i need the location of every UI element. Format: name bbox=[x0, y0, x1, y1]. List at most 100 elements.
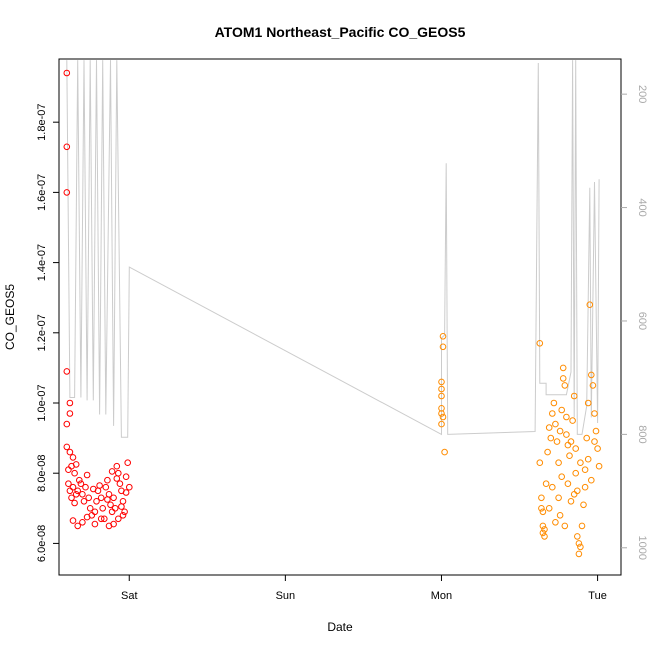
data-point bbox=[572, 469, 580, 477]
data-point bbox=[594, 445, 601, 452]
data-point bbox=[577, 459, 584, 467]
data-point bbox=[564, 441, 572, 449]
data-point bbox=[65, 466, 72, 474]
data-point bbox=[82, 483, 89, 491]
data-point bbox=[119, 512, 127, 519]
points-layer bbox=[63, 69, 603, 558]
data-point bbox=[584, 399, 592, 407]
data-point bbox=[66, 410, 74, 417]
y-tick-label: 1.4e-07 bbox=[36, 244, 48, 281]
data-point bbox=[561, 522, 569, 530]
data-point bbox=[68, 494, 75, 502]
data-point bbox=[561, 382, 569, 389]
data-point bbox=[115, 469, 122, 477]
data-point bbox=[572, 445, 580, 452]
x-tick-label: Sun bbox=[276, 590, 296, 602]
data-point bbox=[553, 438, 561, 445]
data-point bbox=[124, 459, 131, 467]
y2-tick-label: 200 bbox=[636, 85, 648, 103]
data-point bbox=[577, 543, 584, 551]
data-point bbox=[566, 452, 573, 460]
data-point bbox=[545, 424, 553, 431]
data-point bbox=[586, 301, 594, 309]
plot-frame bbox=[58, 58, 622, 576]
secondary-y-axis: 200 400 600 800 1000 bbox=[621, 85, 648, 560]
data-point bbox=[438, 410, 445, 417]
data-point bbox=[563, 413, 570, 421]
y2-tick-label: 600 bbox=[636, 312, 648, 330]
data-point bbox=[119, 498, 127, 505]
data-point bbox=[72, 491, 80, 498]
data-point bbox=[545, 505, 553, 512]
data-point bbox=[539, 529, 547, 537]
data-point bbox=[126, 483, 133, 491]
data-point bbox=[591, 410, 598, 417]
data-point bbox=[567, 498, 575, 505]
data-point bbox=[91, 520, 99, 528]
y-axis-label: CO_GEOS5 bbox=[3, 284, 17, 350]
data-point bbox=[97, 494, 105, 502]
data-point bbox=[116, 480, 124, 488]
data-point bbox=[578, 522, 586, 530]
x-axis: Sat Sun Mon Tue bbox=[121, 575, 607, 602]
data-point bbox=[113, 475, 121, 482]
data-point bbox=[564, 480, 572, 488]
data-point bbox=[438, 385, 445, 393]
data-point bbox=[65, 480, 72, 488]
data-point bbox=[102, 483, 110, 491]
data-point bbox=[68, 462, 75, 470]
data-point bbox=[569, 417, 576, 424]
data-point bbox=[555, 494, 562, 502]
y2-tick-label: 400 bbox=[636, 198, 648, 216]
data-point bbox=[83, 471, 91, 479]
data-point bbox=[583, 434, 591, 442]
data-point bbox=[538, 494, 545, 502]
data-point bbox=[441, 448, 448, 456]
data-point bbox=[539, 508, 547, 516]
y2-tick-label: 1000 bbox=[636, 536, 648, 560]
data-point bbox=[110, 520, 117, 528]
y-tick-label: 1.6e-07 bbox=[36, 174, 48, 211]
data-point bbox=[542, 480, 550, 488]
data-point bbox=[69, 517, 77, 524]
y-axis: 6.0e-08 8.0e-08 1.0e-07 1.2e-07 1.4e-07 1.6e-… bbox=[36, 104, 59, 562]
data-point bbox=[79, 519, 86, 526]
data-point bbox=[115, 515, 122, 523]
data-point bbox=[63, 420, 71, 428]
data-point bbox=[93, 498, 100, 505]
data-point bbox=[85, 494, 92, 502]
data-point bbox=[66, 487, 74, 495]
data-point bbox=[589, 382, 597, 389]
data-point bbox=[69, 483, 77, 491]
data-point bbox=[550, 399, 558, 407]
data-point bbox=[439, 413, 447, 421]
data-point bbox=[118, 503, 125, 510]
data-point bbox=[107, 501, 114, 509]
data-point bbox=[122, 473, 130, 481]
data-point bbox=[541, 533, 548, 540]
x-tick-label: Tue bbox=[588, 590, 607, 602]
data-point bbox=[536, 459, 544, 467]
data-point bbox=[575, 540, 583, 547]
data-point bbox=[91, 508, 99, 516]
data-point bbox=[559, 375, 567, 382]
data-point bbox=[584, 455, 592, 463]
data-point bbox=[110, 494, 117, 502]
data-point bbox=[544, 448, 551, 456]
y-tick-label: 1.0e-07 bbox=[36, 384, 48, 421]
y-tick-label: 6.0e-08 bbox=[36, 525, 48, 562]
data-point bbox=[581, 466, 589, 474]
data-point bbox=[570, 392, 578, 400]
data-point bbox=[97, 515, 105, 523]
data-point bbox=[574, 533, 581, 540]
data-point bbox=[69, 454, 77, 461]
data-point bbox=[63, 443, 71, 451]
data-point bbox=[63, 189, 71, 196]
data-point bbox=[438, 420, 445, 428]
data-point bbox=[552, 420, 559, 428]
data-point bbox=[77, 480, 85, 488]
data-point bbox=[439, 343, 447, 351]
data-point bbox=[438, 378, 445, 386]
data-point bbox=[549, 410, 556, 417]
